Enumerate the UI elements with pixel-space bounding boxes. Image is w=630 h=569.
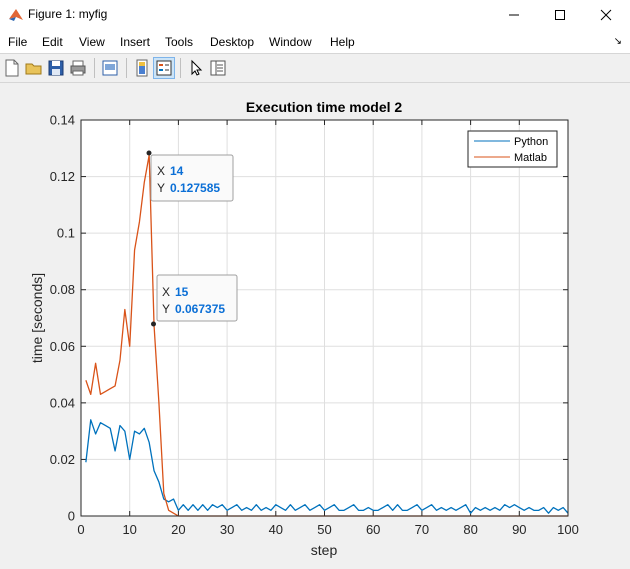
toolbar-separator [126,58,127,78]
x-tick-label: 0 [77,522,84,537]
maximize-icon [555,10,565,20]
property-editor-icon[interactable] [208,58,228,78]
y-tick-label: 0.08 [50,282,75,297]
datatip-1-x-value: 14 [170,164,184,178]
datatip-1-box [150,154,234,202]
title-bar: Figure 1: myfig [0,0,630,30]
dock-arrow-icon[interactable]: ↘ [613,36,622,47]
close-icon [600,9,612,21]
x-tick-label: 90 [512,522,526,537]
menu-bar: File Edit View Insert Tools Desktop Wind… [0,30,630,53]
menu-desktop[interactable]: Desktop [210,35,255,49]
y-tick-label: 0.14 [50,113,75,128]
new-figure-icon[interactable] [2,58,22,78]
datatip-1[interactable]: X 14 Y 0.127585 [146,150,234,202]
matlab-series-line[interactable] [85,154,568,517]
menu-help[interactable]: Help [330,35,355,49]
toolbar-separator [180,58,181,78]
chart-title: Execution time model 2 [246,99,403,115]
menu-insert[interactable]: Insert [120,35,151,49]
window-title: Figure 1: myfig [28,7,108,21]
minimize-button[interactable] [491,0,537,30]
menu-tools[interactable]: Tools [165,35,194,49]
print-icon[interactable] [68,58,88,78]
matlab-icon [9,9,23,21]
colorbar-icon[interactable] [132,58,152,78]
toolbar-separator [94,58,95,78]
legend-box [467,130,558,168]
y-tick-label: 0.12 [50,169,75,184]
datatip-1-y-label: Y [157,181,165,195]
legend-python-label: Python [514,136,548,148]
x-tick-label: 20 [171,522,185,537]
x-tick-label: 60 [366,522,380,537]
x-tick-label: 30 [220,522,234,537]
y-tick-label: 0 [68,509,75,524]
y-axis-label: time [seconds] [29,273,45,363]
x-tick-label: 100 [557,522,579,537]
datatip-2[interactable]: X 15 Y 0.067375 [151,274,238,327]
series-lines [85,154,569,517]
y-tick-label: 0.04 [50,395,75,410]
axes-box [80,119,569,517]
datatip-2-x-label: X [162,285,170,299]
legend-matlab-label: Matlab [514,152,547,164]
datatip-2-x-value: 15 [175,285,189,299]
datatip-2-y-value: 0.067375 [175,302,225,316]
x-axis-label: step [311,542,338,558]
legend[interactable]: Python Matlab [467,130,558,168]
x-ticks: 0 10 20 30 40 50 60 70 80 90 100 [77,120,579,537]
open-file-icon[interactable] [24,58,44,78]
datatip-2-y-label: Y [162,302,170,316]
maximize-button[interactable] [537,0,583,30]
minimize-icon [509,14,519,16]
menu-file[interactable]: File [8,35,28,49]
menu-edit[interactable]: Edit [42,35,63,49]
y-tick-label: 0.1 [57,226,75,241]
x-tick-label: 70 [415,522,429,537]
pointer-icon[interactable] [186,58,206,78]
close-button[interactable] [583,0,629,30]
menu-view[interactable]: View [79,35,105,49]
print-preview-icon[interactable] [100,58,120,78]
x-tick-label: 50 [317,522,331,537]
toolbar [0,53,630,83]
datatip-2-box [156,274,238,322]
datatip-1-x-label: X [157,164,165,178]
x-tick-label: 10 [122,522,136,537]
y-tick-label: 0.06 [50,339,75,354]
x-tick-label: 40 [269,522,283,537]
legend-icon[interactable] [153,57,175,79]
y-tick-label: 0.02 [50,452,75,467]
menu-window[interactable]: Window [269,35,312,49]
figure-canvas: 0 10 20 30 40 50 60 70 80 90 100 0 0.02 0.04 0.06 0.08… [29,99,579,558]
datatip-1-marker [146,150,152,156]
datatip-2-marker [151,321,156,327]
y-ticks: 0 0.02 0.04 0.06 0.08 0.1 0.12 0.14 [50,113,568,524]
x-tick-label: 80 [463,522,477,537]
datatip-1-y-value: 0.127585 [170,181,220,195]
save-icon[interactable] [46,58,66,78]
